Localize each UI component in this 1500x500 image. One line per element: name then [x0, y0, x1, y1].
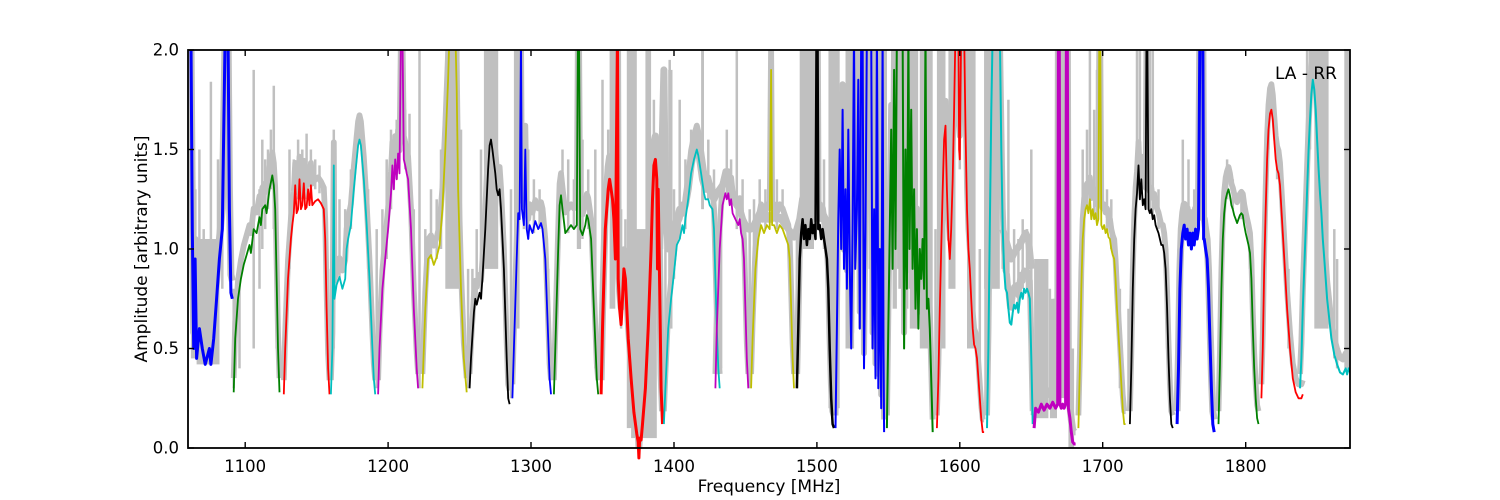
subband-trace-subband-24	[1260, 108, 1304, 400]
subband-trace-subband-05	[377, 50, 419, 395]
x-tick-label: 1600	[939, 457, 981, 476]
subband-trace-subband-01	[189, 50, 234, 366]
subband-trace-subband-21	[1129, 50, 1174, 429]
subband-trace-subband-16	[885, 50, 934, 433]
gray-envelope-trace	[328, 112, 379, 381]
subband-trace-subband-06	[421, 50, 468, 393]
gray-envelope-band	[656, 66, 838, 253]
x-tick-label: 1500	[796, 457, 838, 476]
subband-trace-subband-15	[834, 50, 886, 433]
y-axis-label: Amplitude [arbitrary units]	[132, 135, 152, 362]
y-tick-label: 1.5	[153, 140, 179, 159]
gray-envelope-trace	[984, 50, 1036, 416]
gray-envelope-trace	[1297, 50, 1350, 375]
subband-trace-subband-17	[936, 50, 985, 433]
subband-trace-subband-14	[795, 50, 836, 429]
subband-trace-subband-23	[1217, 188, 1260, 425]
station-polarization-annotation: LA - RR	[1275, 64, 1337, 84]
x-tick-label: 1800	[1225, 457, 1267, 476]
plot-data-layer	[188, 50, 1350, 460]
gray-envelope-column	[967, 50, 976, 349]
y-tick-label: 2.0	[153, 41, 179, 60]
gray-envelope-column	[701, 50, 704, 210]
x-tick-label: 1300	[510, 457, 552, 476]
x-tick-label: 1200	[367, 457, 409, 476]
gray-envelope-trace	[230, 149, 283, 379]
gray-envelope-trace	[280, 153, 333, 381]
x-tick-label: 1700	[1082, 457, 1124, 476]
subband-trace-subband-07	[468, 138, 511, 405]
x-tick-label: 1400	[653, 457, 695, 476]
subband-trace-subband-22	[1175, 50, 1216, 433]
subband-trace-subband-09	[553, 50, 600, 395]
subband-trace-subband-19	[1032, 50, 1076, 446]
gray-envelope-trace	[1075, 50, 1128, 416]
y-tick-label: 0.5	[153, 339, 179, 358]
gray-envelope-trace	[1127, 50, 1176, 417]
gray-envelope-trace	[1173, 50, 1218, 421]
axes-layer: 1100 1200 1300 1400 1500 1600 1700 1800 0.0 0.5 1.…	[153, 41, 1351, 476]
gray-envelope-trace	[466, 112, 513, 392]
subband-trace-subband-20	[1077, 50, 1126, 429]
subband-trace-subband-11	[663, 148, 721, 425]
gray-envelope-trace	[375, 50, 421, 381]
gray-envelope-trace	[419, 50, 470, 379]
subband-trace-subband-02	[232, 174, 281, 393]
gray-envelope-trace	[661, 122, 723, 412]
subband-trace-subband-04	[330, 138, 377, 395]
subband-trace-subband-10	[599, 50, 664, 460]
y-tick-label: 1.0	[153, 240, 179, 259]
subband-trace-subband-08	[511, 50, 552, 399]
gray-envelope-band	[999, 228, 1035, 270]
subband-trace-subband-13	[750, 69, 795, 389]
x-tick-label: 1100	[224, 457, 266, 476]
x-axis-label: Frequency [MHz]	[698, 477, 841, 497]
subband-trace-subband-25	[1299, 78, 1350, 389]
subband-trace-subband-18	[986, 50, 1034, 429]
y-tick-label: 0.0	[153, 439, 179, 458]
subband-trace-subband-03	[282, 178, 331, 395]
gray-envelope-trace	[509, 50, 554, 385]
gray-envelope-column	[1344, 50, 1350, 369]
subband-trace-subband-12	[714, 192, 750, 389]
gray-envelope-column	[898, 50, 902, 289]
